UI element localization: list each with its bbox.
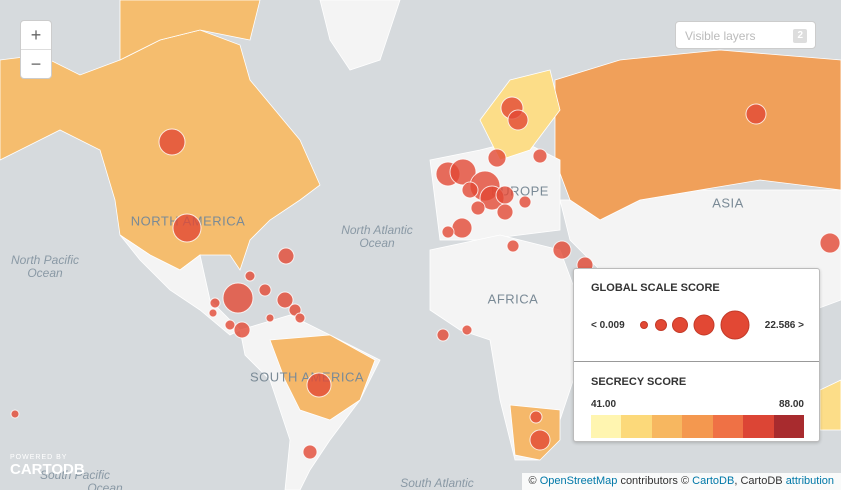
bubble[interactable] — [532, 148, 548, 164]
layers-count: 2 — [793, 29, 807, 43]
powered-by: POWERED BY — [10, 454, 68, 461]
bubble[interactable] — [158, 128, 186, 156]
continent-label: ASIA — [712, 195, 744, 210]
ocean-label: Ocean — [87, 481, 123, 490]
bubble[interactable] — [265, 313, 275, 323]
ocean-label: South Pacific — [40, 468, 110, 482]
bubble[interactable] — [552, 240, 572, 260]
bubble[interactable] — [518, 195, 532, 209]
attribution-text: contributors © — [620, 475, 690, 487]
layers-button[interactable]: Visible layers 2 — [675, 21, 816, 49]
bubbles — [10, 96, 841, 460]
legend: GLOBAL SCALE SCORE < 0.009 22.586 > SECR… — [573, 268, 820, 442]
bubble[interactable] — [208, 308, 218, 318]
continent-label: SOUTH AMERICA — [250, 369, 364, 384]
bubble[interactable] — [436, 328, 450, 342]
bubble[interactable] — [224, 319, 236, 331]
bubble[interactable] — [819, 232, 841, 254]
bubble[interactable] — [449, 158, 477, 186]
bubble[interactable] — [172, 213, 202, 243]
bubble[interactable] — [294, 312, 306, 324]
bubble[interactable] — [495, 185, 515, 205]
ocean-label: North Atlantic — [341, 223, 413, 237]
bubble[interactable] — [306, 372, 332, 398]
legend-max: 88.00 — [778, 399, 804, 410]
brand-name: CARTODB — [10, 461, 85, 478]
bubble[interactable] — [244, 270, 256, 282]
ocean-label: South Atlantic — [400, 476, 474, 490]
attribution-text: , CartoDB — [734, 475, 783, 487]
bubble[interactable] — [461, 324, 473, 336]
bubble[interactable] — [506, 239, 520, 253]
bubble[interactable] — [496, 203, 514, 221]
bubble[interactable] — [441, 225, 455, 239]
ocean-label: North Pacific — [11, 253, 79, 267]
bubble[interactable] — [277, 247, 295, 265]
continent-label: AFRICA — [488, 291, 539, 306]
bubble[interactable] — [529, 410, 543, 424]
bubble[interactable] — [487, 148, 507, 168]
bubble-scale — [640, 310, 750, 340]
bubble[interactable] — [461, 181, 479, 199]
zoom-out-button[interactable]: − — [21, 49, 51, 78]
attribution-link[interactable]: OpenStreetMap — [539, 475, 618, 487]
ocean-label: Ocean — [359, 236, 395, 250]
bubble[interactable] — [222, 282, 254, 314]
branding: POWERED BY CARTODB — [10, 454, 85, 478]
bubble[interactable] — [451, 217, 473, 239]
layers-label: Visible layers — [685, 29, 756, 43]
bubble[interactable] — [745, 103, 767, 125]
bubble[interactable] — [10, 409, 20, 419]
bubble[interactable] — [529, 429, 551, 451]
legend-max: 22.586 > — [764, 320, 804, 331]
bubble[interactable] — [470, 200, 486, 216]
legend-min: 41.00 — [591, 399, 617, 410]
legend-title: SECRECY SCORE — [591, 376, 687, 388]
legend-title: GLOBAL SCALE SCORE — [591, 282, 720, 294]
attribution-text: © — [528, 475, 537, 487]
attribution-link[interactable]: attribution — [785, 475, 834, 487]
legend-min: < 0.009 — [591, 320, 625, 331]
bubble[interactable] — [507, 109, 529, 131]
zoom-control: + − — [20, 20, 52, 79]
bubble[interactable] — [209, 297, 221, 309]
attribution-link[interactable]: CartoDB — [692, 475, 735, 487]
bubble[interactable] — [276, 291, 294, 309]
bubble[interactable] — [258, 283, 272, 297]
color-scale — [591, 415, 804, 438]
attribution: © OpenStreetMap contributors © CartoDB, … — [521, 473, 841, 490]
zoom-in-button[interactable]: + — [30, 25, 42, 45]
bubble[interactable] — [233, 321, 251, 339]
bubble[interactable] — [302, 444, 318, 460]
ocean-label: Ocean — [27, 266, 63, 280]
